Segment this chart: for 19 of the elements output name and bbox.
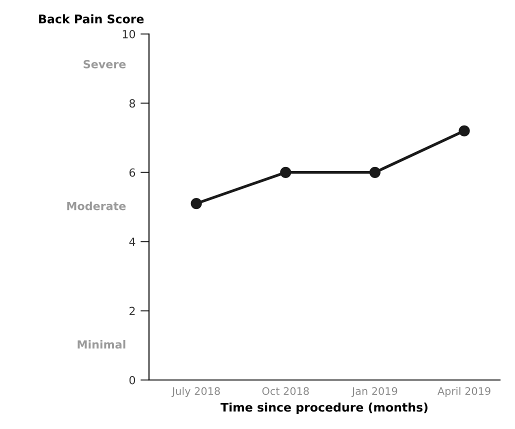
y-tick-label: 4: [129, 238, 136, 246]
point: [190, 198, 202, 210]
y-axis-title: Back Pain Score: [39, 14, 144, 24]
x-axis-title: Time since procedure (months): [220, 402, 428, 414]
y-tick-label: 8: [129, 99, 136, 108]
text: Moderate: [67, 202, 126, 210]
text: Severe: [84, 60, 126, 68]
x-tick-label: Jan 2019: [351, 387, 398, 397]
x-tick-label: Oct 2018: [262, 387, 309, 396]
y-tick-label: 0: [129, 376, 136, 384]
y-tick-label: 6: [130, 168, 136, 177]
y-tick-label: 10: [122, 30, 136, 38]
y-tick-label: 2: [130, 306, 135, 316]
x-tick-label: April 2019: [438, 386, 490, 398]
text: Minimal: [78, 340, 126, 349]
x-tick-label: July 2018: [172, 386, 220, 398]
point: [458, 125, 470, 136]
point: [280, 166, 292, 178]
point: [369, 166, 381, 178]
